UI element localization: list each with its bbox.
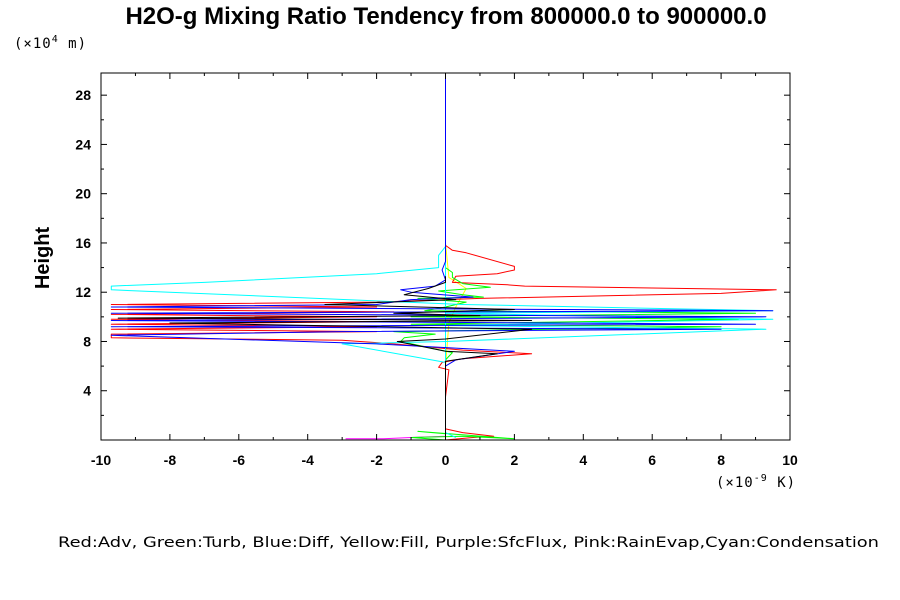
series-line-1	[345, 73, 446, 440]
x-tick-label: -8	[164, 452, 177, 468]
series-layer	[110, 73, 777, 441]
x-tick-label: 0	[442, 452, 450, 468]
legend-text: Red:Adv, Green:Turb, Blue:Diff, Yellow:F…	[58, 535, 879, 551]
y-unit-label: (×104 m)	[14, 34, 87, 52]
series-line-0	[445, 73, 467, 440]
x-tick-label: 2	[511, 452, 519, 468]
y-unit-suffix: m)	[59, 36, 87, 52]
y-tick-label: 8	[83, 333, 91, 349]
x-tick-label: -6	[233, 452, 246, 468]
y-unit-exponent: 4	[52, 34, 59, 45]
x-unit-exponent: -9	[754, 473, 768, 484]
chart-title: H2O-g Mixing Ratio Tendency from 800000.…	[125, 3, 766, 30]
x-tick-label: 8	[717, 452, 725, 468]
x-tick-label: 10	[782, 452, 798, 468]
series-line-6	[110, 73, 774, 438]
y-tick-label: 24	[75, 136, 91, 152]
series-line-3	[110, 73, 777, 441]
y-tick-label: 12	[75, 284, 91, 300]
x-unit-suffix: K)	[768, 475, 796, 491]
y-tick-label: 4	[83, 383, 91, 399]
series-line-7	[110, 73, 774, 437]
x-tick-label: 6	[648, 452, 656, 468]
x-tick-label: -10	[91, 452, 111, 468]
x-tick-label: -4	[301, 452, 314, 468]
series-line-4	[393, 73, 756, 441]
y-unit-prefix: (×10	[14, 36, 52, 52]
x-tick-label: 4	[579, 452, 587, 468]
y-tick-label: 16	[75, 235, 91, 251]
y-tick-label: 20	[75, 186, 91, 202]
x-unit-prefix: (×10	[716, 475, 754, 491]
x-unit-label: (×10-9 K)	[716, 473, 796, 491]
x-tick-label: -2	[370, 452, 383, 468]
y-axis-title: Height	[32, 227, 54, 290]
y-tick-label: 28	[75, 87, 91, 103]
series-line-8	[117, 276, 533, 438]
